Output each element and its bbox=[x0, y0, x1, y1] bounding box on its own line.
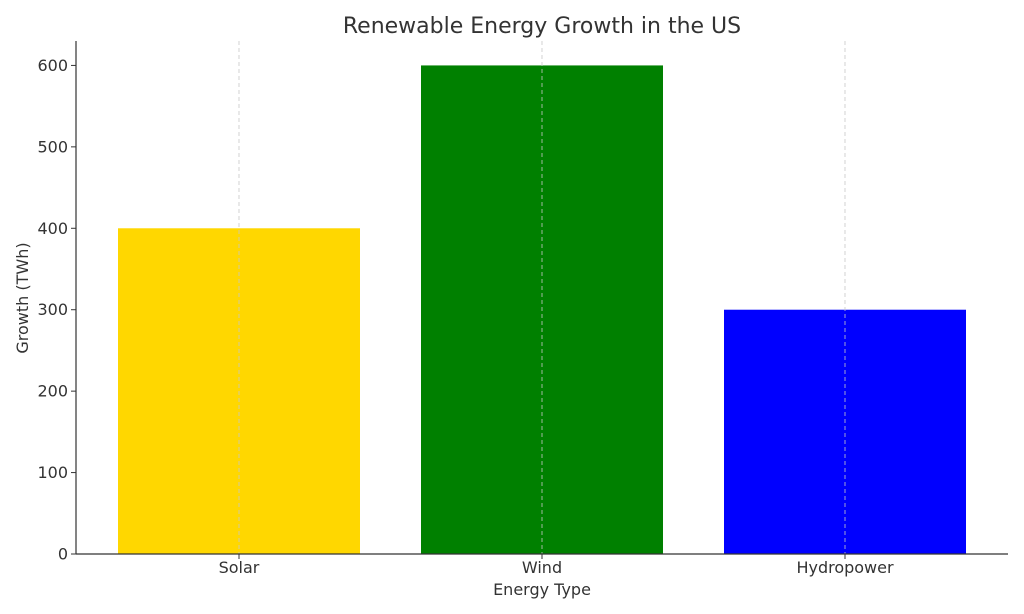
y-tick-label: 300 bbox=[37, 300, 68, 319]
y-tick-label: 600 bbox=[37, 56, 68, 75]
y-axis-label: Growth (TWh) bbox=[13, 242, 32, 353]
y-tick-label: 400 bbox=[37, 219, 68, 238]
x-tick-label: Solar bbox=[219, 558, 260, 577]
chart-title: Renewable Energy Growth in the US bbox=[343, 14, 741, 39]
y-ticks: 0 100 200 300 400 500 600 bbox=[37, 56, 76, 564]
y-tick-label: 100 bbox=[37, 463, 68, 482]
x-ticks: Solar Wind Hydropower bbox=[219, 554, 894, 577]
x-axis-label: Energy Type bbox=[493, 580, 591, 599]
y-tick-label: 500 bbox=[37, 137, 68, 156]
gridlines-front bbox=[238, 41, 846, 554]
y-tick-label: 0 bbox=[58, 545, 68, 564]
x-tick-label: Hydropower bbox=[796, 558, 894, 577]
x-tick-label: Wind bbox=[522, 558, 562, 577]
y-tick-label: 200 bbox=[37, 382, 68, 401]
